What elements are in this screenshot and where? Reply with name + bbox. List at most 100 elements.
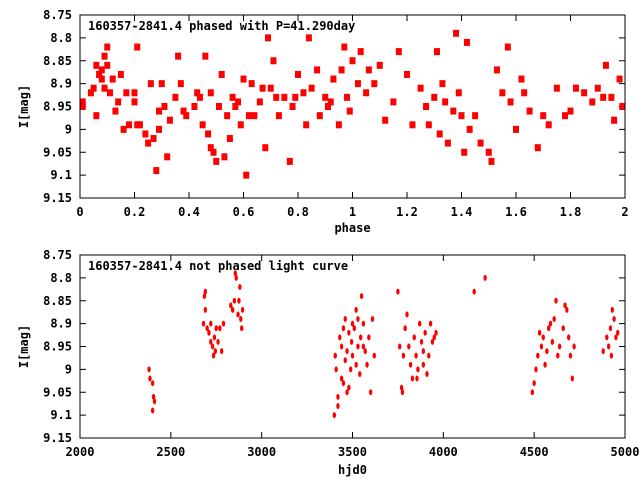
data-point xyxy=(403,325,407,332)
data-point xyxy=(407,343,411,350)
data-point xyxy=(218,70,225,78)
data-point xyxy=(550,338,555,345)
data-point xyxy=(396,288,400,295)
data-point xyxy=(156,125,163,133)
data-point xyxy=(371,80,378,88)
data-point xyxy=(568,352,573,359)
data-point xyxy=(532,380,536,387)
data-point xyxy=(341,325,346,332)
plot-frame xyxy=(79,254,626,439)
data-point xyxy=(427,352,431,359)
data-point xyxy=(281,93,288,101)
data-point xyxy=(156,107,163,115)
data-point xyxy=(332,412,337,419)
data-point xyxy=(221,320,226,327)
data-point xyxy=(327,98,334,106)
data-point xyxy=(408,361,413,368)
data-point xyxy=(336,393,340,400)
data-point xyxy=(330,75,337,83)
data-point xyxy=(358,334,363,341)
data-point xyxy=(398,343,402,350)
data-point xyxy=(104,61,111,69)
data-point xyxy=(483,274,487,281)
data-point xyxy=(425,370,429,377)
data-point xyxy=(339,343,344,350)
data-point xyxy=(414,352,418,359)
y-tick-label: 9.1 xyxy=(50,408,72,422)
data-point xyxy=(363,348,367,355)
data-point xyxy=(352,325,357,332)
data-point xyxy=(450,107,457,115)
y-tick-label: 8.8 xyxy=(50,31,72,45)
x-tick-label: 1.8 xyxy=(560,205,582,219)
data-point xyxy=(354,80,361,88)
data-point xyxy=(425,121,432,129)
data-point xyxy=(543,361,547,368)
data-point xyxy=(270,57,277,65)
data-point xyxy=(229,302,233,309)
x-tick-label: 3000 xyxy=(247,445,276,459)
data-point xyxy=(207,144,214,152)
data-point xyxy=(434,329,438,336)
data-point xyxy=(131,98,138,106)
data-point xyxy=(236,311,240,318)
data-point xyxy=(356,316,360,323)
data-point xyxy=(104,43,111,51)
y-tick-label: 8.85 xyxy=(43,294,72,308)
data-point xyxy=(333,352,337,359)
data-point xyxy=(131,89,138,97)
y-tick-label: 9.15 xyxy=(43,431,72,445)
data-point xyxy=(230,306,235,313)
data-point xyxy=(368,389,373,396)
data-point xyxy=(229,93,236,101)
data-point xyxy=(212,334,217,341)
data-point xyxy=(356,343,360,350)
data-point xyxy=(150,407,155,414)
data-point xyxy=(295,70,301,78)
data-point xyxy=(365,361,369,368)
data-point xyxy=(240,306,245,313)
data-point xyxy=(152,398,157,405)
y-tick-label: 8.9 xyxy=(50,317,72,331)
data-point xyxy=(405,311,409,318)
data-point xyxy=(199,121,206,129)
data-point xyxy=(439,80,446,88)
plot-frame xyxy=(79,14,626,199)
data-point xyxy=(142,130,149,138)
data-point xyxy=(431,93,438,101)
data-point xyxy=(545,348,549,355)
data-point xyxy=(203,306,208,313)
plot-title: 160357-2841.4 phased with P=41.290day xyxy=(88,19,355,33)
data-point xyxy=(213,157,220,165)
data-point xyxy=(251,112,258,120)
data-point xyxy=(161,103,168,110)
data-point xyxy=(259,84,266,92)
data-point xyxy=(412,334,416,341)
data-point xyxy=(421,348,426,355)
data-point xyxy=(341,380,346,387)
data-point xyxy=(126,121,133,129)
data-point xyxy=(300,89,307,97)
data-point xyxy=(345,389,349,396)
data-point xyxy=(98,75,105,83)
data-point xyxy=(433,48,440,56)
data-point xyxy=(109,75,116,83)
data-point xyxy=(417,84,424,92)
data-point xyxy=(213,348,218,355)
x-tick-label: 2 xyxy=(621,205,628,219)
data-point xyxy=(357,48,364,56)
data-point xyxy=(93,112,100,120)
data-point xyxy=(334,366,338,373)
data-point xyxy=(238,284,242,291)
y-tick-label: 8.85 xyxy=(43,54,72,68)
data-point xyxy=(567,107,574,115)
data-point xyxy=(566,334,571,341)
x-axis-label: phase xyxy=(334,221,370,235)
data-point xyxy=(79,103,86,110)
data-point xyxy=(581,89,588,97)
data-point xyxy=(158,80,165,88)
data-point xyxy=(545,121,552,129)
data-point xyxy=(203,288,208,295)
data-point xyxy=(572,84,579,92)
data-point xyxy=(209,338,213,345)
